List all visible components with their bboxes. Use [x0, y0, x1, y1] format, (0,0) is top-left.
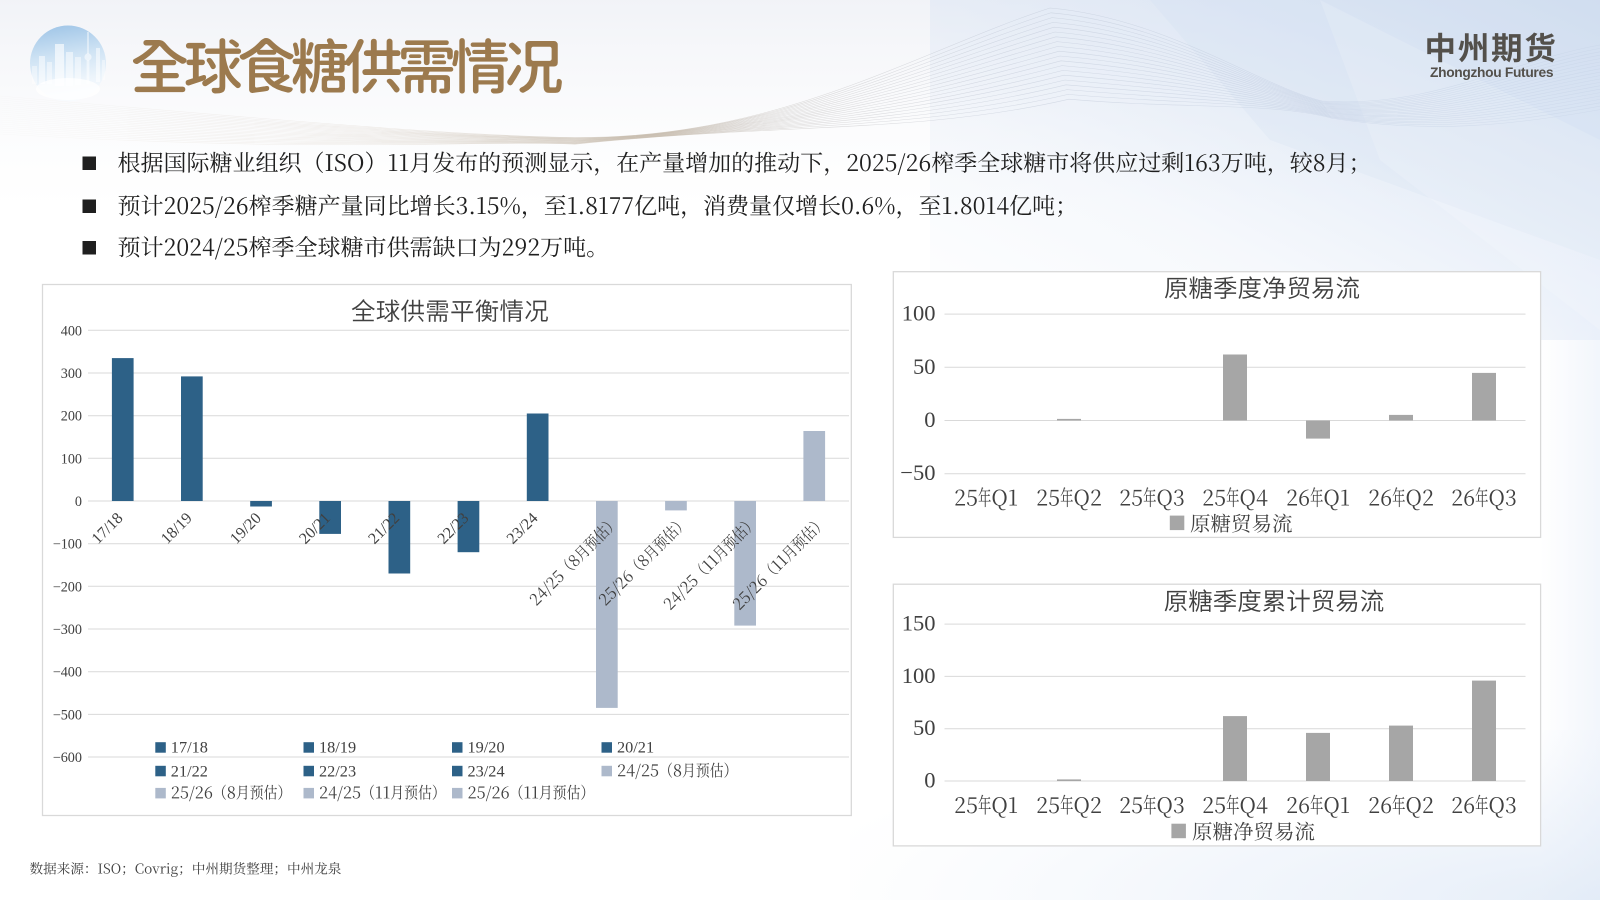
svg-text:50: 50 — [913, 354, 936, 379]
svg-text:−600: −600 — [53, 750, 82, 766]
svg-text:23/24: 23/24 — [468, 761, 505, 780]
svg-text:20/21: 20/21 — [617, 738, 654, 757]
svg-text:Zhongzhou Futures: Zhongzhou Futures — [1430, 65, 1554, 80]
svg-text:−100: −100 — [53, 537, 82, 553]
svg-text:100: 100 — [61, 451, 82, 467]
svg-text:−400: −400 — [53, 665, 82, 681]
svg-text:−500: −500 — [53, 707, 82, 723]
svg-text:19/20: 19/20 — [468, 738, 505, 757]
svg-text:18/19: 18/19 — [319, 738, 356, 757]
svg-text:−200: −200 — [53, 579, 82, 595]
svg-text:100: 100 — [902, 663, 936, 688]
svg-text:400: 400 — [61, 323, 82, 339]
svg-text:0: 0 — [924, 407, 935, 432]
svg-text:0: 0 — [75, 494, 82, 510]
svg-text:−50: −50 — [900, 460, 935, 485]
svg-text:21/22: 21/22 — [171, 761, 208, 780]
svg-text:100: 100 — [902, 301, 936, 326]
svg-text:0: 0 — [924, 768, 935, 793]
svg-text:−300: −300 — [53, 622, 82, 638]
svg-text:50: 50 — [913, 715, 936, 740]
svg-text:150: 150 — [902, 611, 936, 636]
svg-text:22/23: 22/23 — [319, 761, 356, 780]
svg-text:200: 200 — [61, 409, 82, 425]
svg-text:300: 300 — [61, 366, 82, 382]
svg-text:17/18: 17/18 — [171, 738, 208, 757]
